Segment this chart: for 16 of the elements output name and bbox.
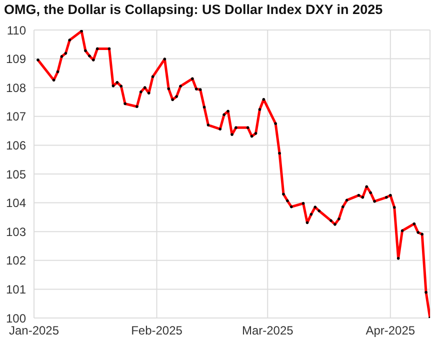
y-tick-label: 104 <box>6 196 26 210</box>
x-tick-label: Jan-2025 <box>8 324 60 338</box>
chart-title: OMG, the Dollar is Collapsing: US Dollar Index DXY in 2025 <box>4 2 383 17</box>
y-tick-label: 102 <box>6 254 26 268</box>
y-tick-label: 103 <box>6 224 26 239</box>
x-tick-label: Mar-2025 <box>242 324 294 338</box>
y-tick-label: 105 <box>6 167 26 182</box>
y-tick-label: 100 <box>6 311 26 326</box>
y-tick-label: 101 <box>6 282 26 296</box>
y-tick-label: 108 <box>6 80 26 95</box>
x-tick-label: Apr-2025 <box>366 324 416 338</box>
x-tick-label: Feb-2025 <box>131 324 183 338</box>
y-tick-label: 106 <box>6 138 26 152</box>
y-tick-label: 110 <box>6 23 26 38</box>
y-tick-label: 107 <box>6 110 26 124</box>
y-tick-label: 109 <box>6 52 26 66</box>
